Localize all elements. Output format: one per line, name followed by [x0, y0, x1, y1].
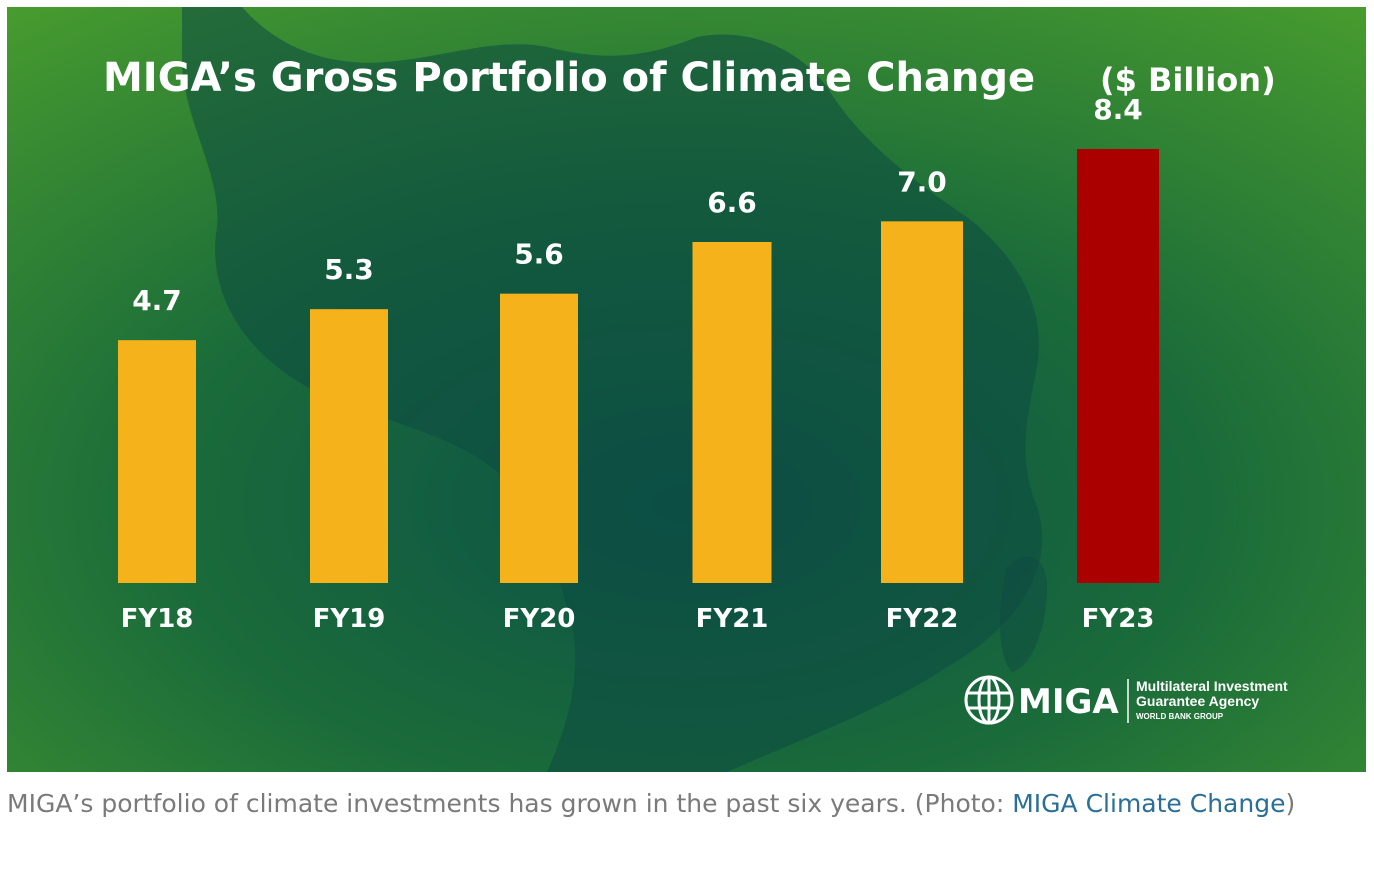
bar-fy22 [881, 221, 963, 584]
category-label-fy20: FY20 [503, 604, 576, 634]
value-label-fy21: 6.6 [707, 186, 757, 219]
value-label-fy23: 8.4 [1093, 93, 1143, 126]
caption-suffix: ) [1285, 789, 1296, 818]
value-label-fy20: 5.6 [514, 238, 564, 271]
bar-fy19 [310, 309, 388, 583]
miga-logo: MIGA Multilateral Investment Guarantee A… [964, 675, 1288, 725]
category-label-fy22: FY22 [886, 604, 959, 634]
value-label-fy22: 7.0 [897, 165, 947, 198]
caption-text: MIGA’s portfolio of climate investments … [7, 789, 1013, 818]
logo-line-2: Guarantee Agency [1136, 693, 1259, 709]
bar-fy21 [692, 242, 772, 583]
category-label-fy19: FY19 [313, 604, 386, 634]
logo-wordmark: MIGA [1018, 682, 1119, 722]
caption-link[interactable]: MIGA Climate Change [1012, 789, 1286, 818]
value-label-fy18: 4.7 [132, 284, 182, 317]
logo-line-3: WORLD BANK GROUP [1136, 712, 1224, 721]
category-label-fy21: FY21 [696, 604, 769, 634]
title-group: MIGA’s Gross Portfolio of Climate Change… [103, 55, 1276, 101]
figure-caption: MIGA’s portfolio of climate investments … [7, 784, 1337, 824]
logo-line-1: Multilateral Investment [1136, 678, 1288, 694]
globe-icon [964, 675, 1014, 725]
island-silhouette [1000, 556, 1047, 672]
chart-svg: MIGA’s Gross Portfolio of Climate Change… [7, 7, 1366, 772]
chart-unit: ($ Billion) [1100, 61, 1276, 99]
value-label-fy19: 5.3 [324, 253, 374, 286]
category-label-fy18: FY18 [121, 604, 194, 634]
bar-fy23 [1077, 149, 1159, 583]
category-label-fy23: FY23 [1082, 604, 1155, 634]
value-labels-group: 4.7 5.3 5.6 6.6 7.0 8.4 [132, 93, 1143, 317]
continent-silhouette [182, 7, 1043, 772]
bar-fy20 [500, 293, 578, 583]
chart-title: MIGA’s Gross Portfolio of Climate Change [103, 55, 1035, 101]
bar-fy18 [118, 340, 196, 583]
category-labels-group: FY18 FY19 FY20 FY21 FY22 FY23 [121, 604, 1155, 634]
bars-group [118, 149, 1159, 584]
chart-figure: MIGA’s Gross Portfolio of Climate Change… [7, 7, 1366, 772]
